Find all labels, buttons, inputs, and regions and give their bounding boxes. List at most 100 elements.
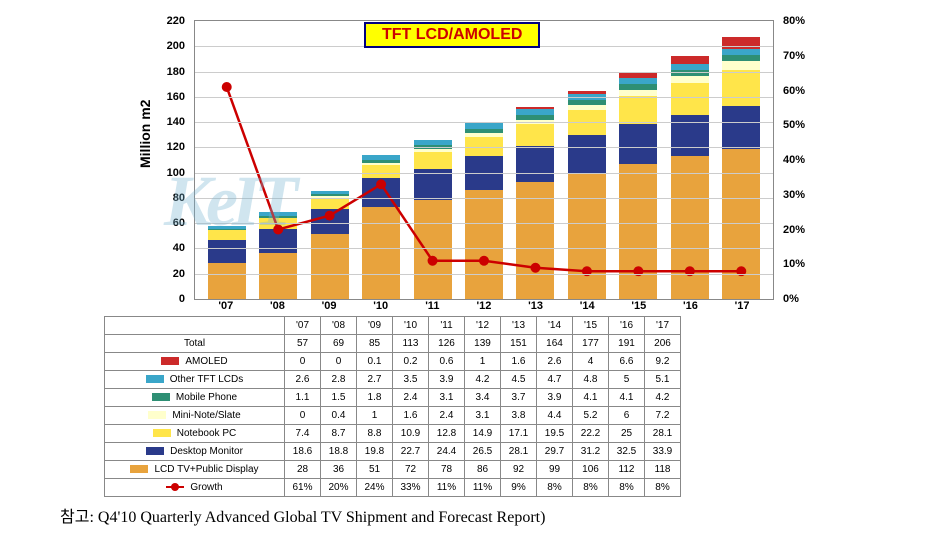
data-cell: 6 (609, 407, 645, 425)
data-cell: 28.1 (501, 443, 537, 461)
bar-segment-desktop (362, 178, 400, 207)
data-cell: 51 (357, 461, 393, 479)
bar-segment-desktop (259, 229, 297, 253)
gridline (195, 198, 773, 199)
chart-title: TFT LCD/AMOLED (364, 22, 540, 48)
x-tick-label: '11 (413, 300, 451, 312)
series-label: Notebook PC (177, 428, 236, 439)
data-cell: 112 (609, 461, 645, 479)
series-label: LCD TV+Public Display (154, 464, 258, 475)
x-tick-label: '12 (465, 300, 503, 312)
data-cell: 31.2 (573, 443, 609, 461)
bar-column (619, 73, 657, 299)
table-row: Mobile Phone1.11.51.82.43.13.43.73.94.14… (105, 389, 681, 407)
x-axis-labels: '07'08'09'10'11'12'13'14'15'16'17 (194, 300, 774, 312)
table-row: AMOLED000.10.20.611.62.646.69.2 (105, 353, 681, 371)
data-cell: '15 (573, 317, 609, 335)
y-left-tick: 60 (173, 217, 185, 229)
data-cell: 8% (573, 479, 609, 497)
data-cell: 139 (465, 335, 501, 353)
bar-segment-desktop (722, 106, 760, 149)
data-cell: 0.6 (429, 353, 465, 371)
data-cell: 32.5 (609, 443, 645, 461)
data-cell: '13 (501, 317, 537, 335)
data-cell: 19.8 (357, 443, 393, 461)
data-cell: 1.5 (321, 389, 357, 407)
data-cell: '08 (321, 317, 357, 335)
gridline (195, 147, 773, 148)
data-cell: 4.2 (465, 371, 501, 389)
data-cell: 29.7 (537, 443, 573, 461)
legend-cell (105, 317, 285, 335)
data-cell: 4.2 (645, 389, 681, 407)
data-cell: 164 (537, 335, 573, 353)
x-tick-label: '10 (362, 300, 400, 312)
data-cell: 17.1 (501, 425, 537, 443)
legend-swatch (146, 375, 164, 383)
bar-segment-lcd_tv (568, 173, 606, 299)
data-cell: 5 (609, 371, 645, 389)
y-left-tick: 200 (167, 40, 185, 52)
data-cell: 12.8 (429, 425, 465, 443)
legend-cell: AMOLED (105, 353, 285, 371)
y-left-tick: 80 (173, 192, 185, 204)
data-cell: 3.1 (429, 389, 465, 407)
data-cell: 8% (609, 479, 645, 497)
legend-swatch (146, 447, 164, 455)
data-cell: 2.7 (357, 371, 393, 389)
data-cell: 106 (573, 461, 609, 479)
legend-cell: Notebook PC (105, 425, 285, 443)
data-cell: 99 (537, 461, 573, 479)
bar-segment-mini (619, 90, 657, 97)
data-cell: 3.1 (465, 407, 501, 425)
legend-cell: Growth (105, 479, 285, 497)
data-cell: 1.8 (357, 389, 393, 407)
data-cell: 2.6 (537, 353, 573, 371)
data-cell: 3.5 (393, 371, 429, 389)
data-cell: 78 (429, 461, 465, 479)
x-tick-label: '08 (258, 300, 296, 312)
legend-swatch (161, 357, 179, 365)
growth-label: Growth (190, 482, 222, 493)
legend-cell: Desktop Monitor (105, 443, 285, 461)
data-cell: 2.4 (429, 407, 465, 425)
data-cell: '16 (609, 317, 645, 335)
table-row: LCD TV+Public Display2836517278869299106… (105, 461, 681, 479)
bars-wrap (195, 21, 773, 299)
table-row: Mini-Note/Slate00.411.62.43.13.84.45.267… (105, 407, 681, 425)
y-right-tick: 20% (783, 224, 805, 236)
series-label: AMOLED (185, 356, 227, 367)
series-label: Mobile Phone (176, 392, 237, 403)
bar-segment-desktop (516, 146, 554, 182)
data-cell: 9.2 (645, 353, 681, 371)
bar-column (516, 107, 554, 299)
bar-segment-amoled (671, 56, 709, 64)
data-cell: 4.7 (537, 371, 573, 389)
data-cell: 206 (645, 335, 681, 353)
data-cell: 1.6 (501, 353, 537, 371)
data-cell: 5.1 (645, 371, 681, 389)
y-left-tick: 100 (167, 167, 185, 179)
data-cell: 85 (357, 335, 393, 353)
data-cell: 0 (285, 407, 321, 425)
data-cell: 4.1 (573, 389, 609, 407)
x-tick-label: '16 (671, 300, 709, 312)
legend-cell: LCD TV+Public Display (105, 461, 285, 479)
data-cell: 57 (285, 335, 321, 353)
data-cell: 14.9 (465, 425, 501, 443)
data-cell: 9% (501, 479, 537, 497)
y-left-tick: 120 (167, 141, 185, 153)
gridline (195, 248, 773, 249)
bar-column (208, 226, 246, 299)
data-cell: 10.9 (393, 425, 429, 443)
gridline (195, 72, 773, 73)
y-left-tick: 20 (173, 268, 185, 280)
data-cell: 24.4 (429, 443, 465, 461)
legend-cell: Mini-Note/Slate (105, 407, 285, 425)
series-label: Other TFT LCDs (170, 374, 244, 385)
data-cell: 61% (285, 479, 321, 497)
bar-segment-lcd_tv (259, 253, 297, 299)
y-right-tick: 80% (783, 15, 805, 27)
data-cell: 4.4 (537, 407, 573, 425)
data-cell: 5.2 (573, 407, 609, 425)
